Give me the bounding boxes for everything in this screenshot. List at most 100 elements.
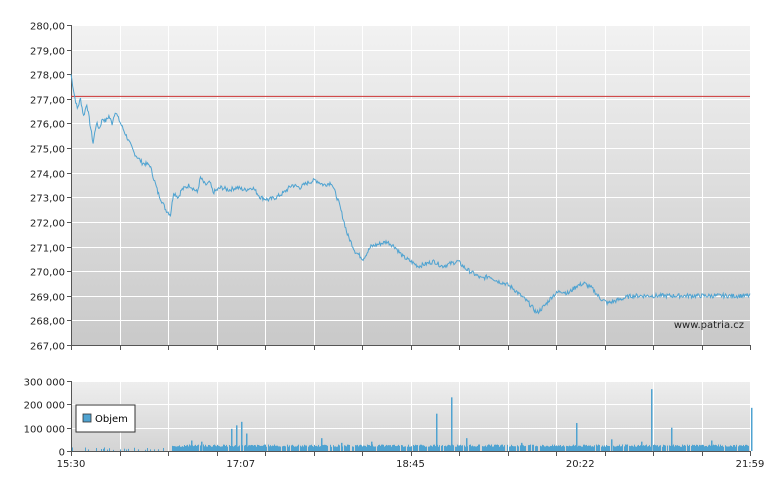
volume-bar <box>223 444 224 451</box>
volume-bar <box>253 445 254 451</box>
volume-bar <box>583 444 584 451</box>
volume-bar <box>599 445 600 451</box>
volume-bar <box>561 446 562 451</box>
volume-bar <box>580 445 581 451</box>
volume-bar <box>488 444 489 451</box>
volume-bar <box>739 445 740 451</box>
volume-bar <box>271 446 272 451</box>
volume-bar <box>635 446 636 451</box>
volume-bar <box>294 446 295 451</box>
volume-bar <box>458 445 459 451</box>
volume-bar <box>564 446 565 451</box>
volume-bar <box>594 445 595 451</box>
volume-bar <box>567 445 568 451</box>
volume-bar <box>413 444 414 451</box>
volume-bar <box>176 446 177 451</box>
volume-bar <box>722 445 723 451</box>
volume-bar <box>575 445 576 451</box>
volume-spike <box>671 427 673 451</box>
volume-bar <box>617 445 618 451</box>
volume-bar <box>315 446 316 451</box>
volume-bar <box>260 445 261 451</box>
volume-bar <box>455 446 456 451</box>
volume-bar <box>593 446 594 451</box>
volume-bar <box>678 445 679 451</box>
volume-spike <box>231 428 233 451</box>
volume-bar <box>498 445 499 451</box>
volume-bar <box>511 444 512 451</box>
volume-bar <box>475 446 476 451</box>
volume-bar <box>220 446 221 451</box>
volume-bar <box>278 446 279 451</box>
volume-bar <box>472 445 473 451</box>
volume-bar <box>206 446 207 451</box>
volume-bar <box>338 444 339 451</box>
volume-bar <box>388 445 389 451</box>
volume-bar <box>441 445 442 451</box>
volume-bar <box>492 446 493 451</box>
volume-bar <box>177 446 178 451</box>
volume-bar <box>395 446 396 451</box>
volume-bar <box>447 445 448 451</box>
volume-bar <box>109 448 110 451</box>
volume-bar <box>239 445 240 451</box>
volume-bar <box>582 446 583 451</box>
y-tick-label: 278,00 <box>30 71 65 82</box>
volume-bar <box>634 444 635 451</box>
volume-bar <box>269 446 270 451</box>
volume-bar <box>293 445 294 451</box>
volume-bar <box>319 446 320 451</box>
volume-bar <box>537 446 538 451</box>
volume-bar <box>224 444 225 451</box>
volume-bar <box>216 446 217 451</box>
volume-bar <box>361 445 362 451</box>
volume-spike <box>751 407 753 451</box>
volume-bar <box>120 449 121 451</box>
volume-bar <box>283 445 284 451</box>
volume-bar <box>185 446 186 451</box>
volume-bar <box>323 445 324 451</box>
volume-bar <box>696 444 697 451</box>
volume-bar <box>415 444 416 451</box>
y-tick-label: 279,00 <box>30 47 65 58</box>
y-tick-label: 272,00 <box>30 219 65 230</box>
volume-bar <box>684 444 685 451</box>
volume-bar <box>667 445 668 451</box>
volume-bar <box>309 445 310 451</box>
volume-bar <box>145 449 146 451</box>
volume-bar <box>736 444 737 451</box>
volume-bar <box>195 444 196 451</box>
volume-bar <box>614 446 615 451</box>
volume-bar <box>368 445 369 451</box>
volume-bar <box>483 446 484 451</box>
volume-bar <box>626 444 627 451</box>
volume-bar <box>222 446 223 451</box>
volume-bar <box>721 445 722 451</box>
volume-bar <box>88 449 89 451</box>
volume-bar <box>631 445 632 451</box>
volume-bar <box>728 446 729 451</box>
volume-bar <box>603 446 604 451</box>
volume-panel: 300 000 200 000 100 000 0 15:30 17:07 18:45 20… <box>24 378 765 471</box>
volume-bar <box>410 446 411 451</box>
volume-bar <box>356 445 357 451</box>
volume-bar <box>147 448 148 451</box>
y-tick-label: 268,00 <box>30 317 65 328</box>
volume-bar <box>699 444 700 451</box>
volume-bar <box>584 444 585 451</box>
volume-bar <box>296 446 297 451</box>
volume-bar <box>533 444 534 451</box>
volume-spike <box>436 413 438 451</box>
volume-bar <box>259 445 260 451</box>
volume-bar <box>562 445 563 451</box>
volume-bar <box>507 444 508 451</box>
volume-bar <box>557 446 558 451</box>
volume-bar <box>200 445 201 451</box>
volume-bar <box>212 446 213 451</box>
volume-bar <box>381 444 382 451</box>
volume-bar <box>518 446 519 451</box>
volume-spike <box>466 438 468 451</box>
volume-bar <box>707 446 708 451</box>
volume-bar <box>563 445 564 451</box>
volume-spike <box>576 423 578 451</box>
